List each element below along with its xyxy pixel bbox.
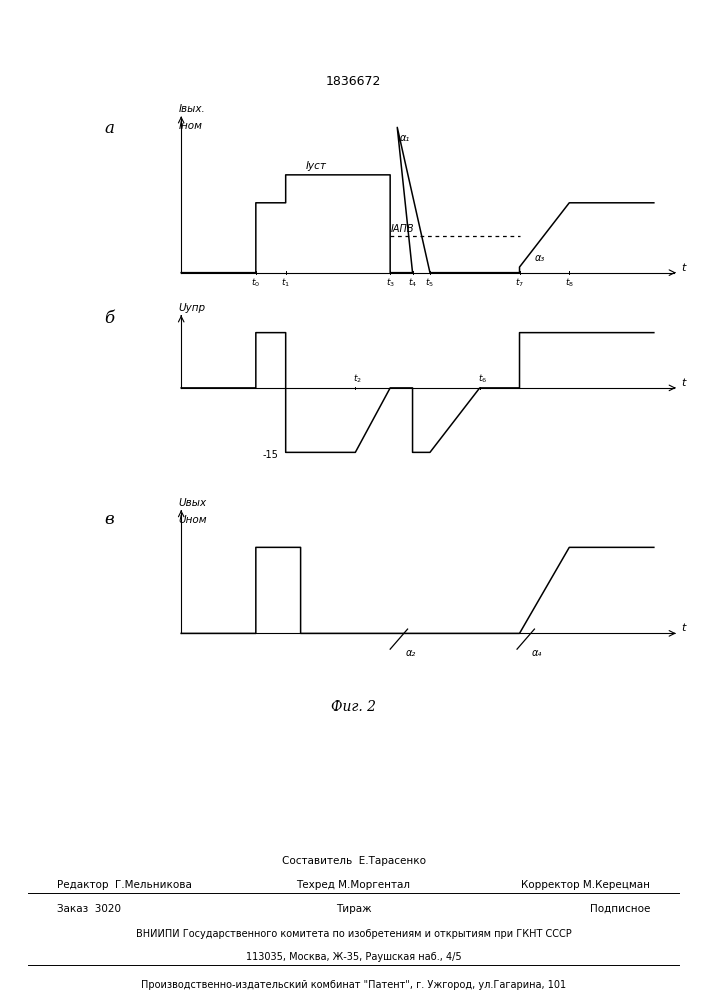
- Text: Техред М.Моргентал: Техред М.Моргентал: [296, 880, 411, 890]
- Text: Тираж: Тираж: [336, 904, 371, 914]
- Text: Редактор  Г.Мельникова: Редактор Г.Мельникова: [57, 880, 192, 890]
- Text: а: а: [104, 120, 114, 137]
- Text: α₄: α₄: [532, 648, 542, 658]
- Text: IАПВ: IАПВ: [391, 224, 415, 234]
- Text: $t_8$: $t_8$: [565, 276, 574, 289]
- Text: t: t: [682, 623, 686, 633]
- Text: б: б: [104, 310, 115, 327]
- Text: $t_3$: $t_3$: [385, 276, 395, 289]
- Text: Uном: Uном: [179, 515, 207, 525]
- Text: α₁: α₁: [399, 133, 410, 143]
- Text: $t_4$: $t_4$: [408, 276, 417, 289]
- Text: Составитель  Е.Тарасенко: Составитель Е.Тарасенко: [281, 856, 426, 866]
- Text: Uвых: Uвых: [179, 498, 207, 508]
- Text: Iном: Iном: [179, 121, 203, 131]
- Text: Производственно-издательский комбинат "Патент", г. Ужгород, ул.Гагарина, 101: Производственно-издательский комбинат "П…: [141, 980, 566, 990]
- Text: Iуст: Iуст: [305, 161, 327, 171]
- Text: $t_1$: $t_1$: [281, 276, 290, 289]
- Text: Uупр: Uупр: [179, 303, 206, 313]
- Text: 113035, Москва, Ж-35, Раушская наб., 4/5: 113035, Москва, Ж-35, Раушская наб., 4/5: [246, 952, 461, 962]
- Text: $t_6$: $t_6$: [477, 372, 487, 385]
- Text: $t_0$: $t_0$: [251, 276, 260, 289]
- Text: Iвых.: Iвых.: [179, 104, 206, 114]
- Text: 1836672: 1836672: [326, 75, 381, 88]
- Text: t: t: [682, 263, 686, 273]
- Text: в: в: [104, 511, 114, 528]
- Text: α₃: α₃: [534, 253, 544, 263]
- Text: Фиг. 2: Фиг. 2: [331, 700, 376, 714]
- Text: ВНИИПИ Государственного комитета по изобретениям и открытиям при ГКНТ СССР: ВНИИПИ Государственного комитета по изоб…: [136, 929, 571, 939]
- Text: $t_7$: $t_7$: [515, 276, 524, 289]
- Text: Подписное: Подписное: [590, 904, 650, 914]
- Text: $t_5$: $t_5$: [426, 276, 435, 289]
- Text: $t_2$: $t_2$: [354, 372, 362, 385]
- Text: Корректор М.Керецман: Корректор М.Керецман: [522, 880, 650, 890]
- Text: α₂: α₂: [406, 648, 416, 658]
- Text: Заказ  3020: Заказ 3020: [57, 904, 121, 914]
- Text: t: t: [682, 378, 686, 388]
- Text: -15: -15: [262, 450, 279, 460]
